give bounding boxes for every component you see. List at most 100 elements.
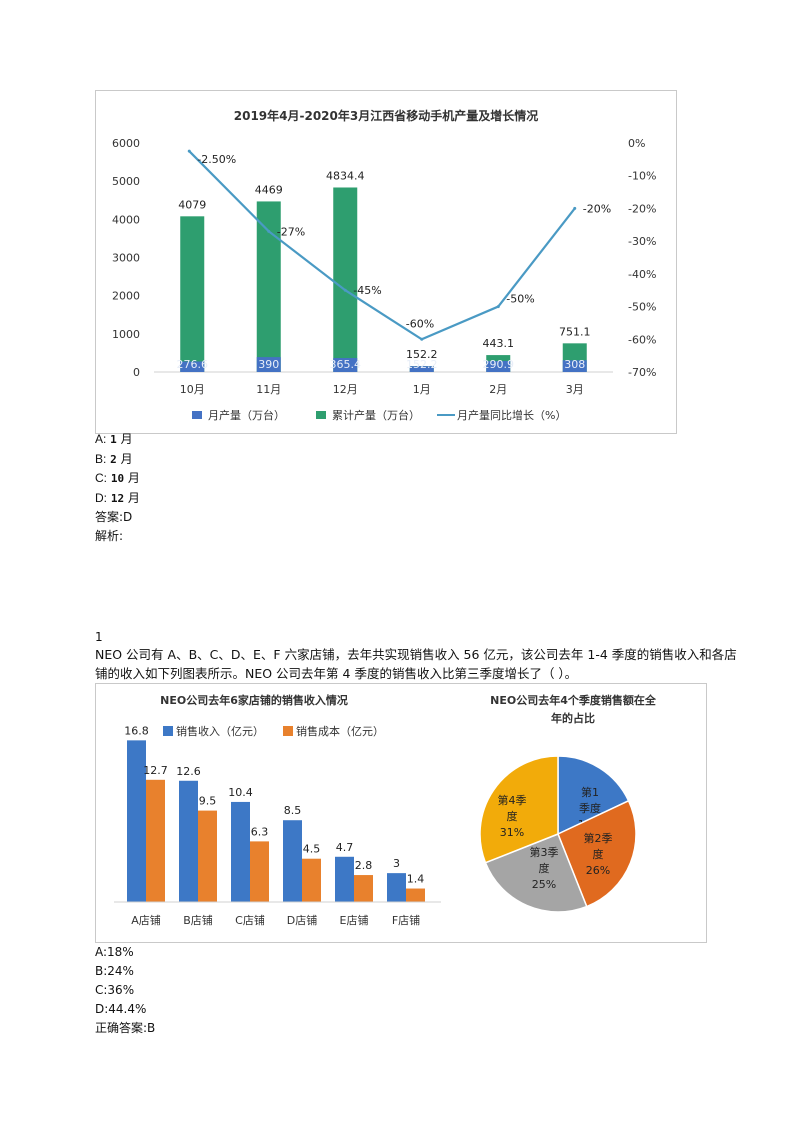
production-chart: 2019年4月-2020年3月江西省移动手机产量及增长情况 0 1000 2000 30… [112, 108, 656, 422]
monthly-bar [256, 357, 281, 372]
cost-bar [354, 875, 373, 902]
x-tick-label: 2月 [489, 383, 507, 396]
pie-slice [479, 755, 559, 864]
monthly-bar [409, 366, 434, 372]
pie-slice-label: 第3季 [530, 845, 559, 859]
neo-charts-figure: NEO公司去年6家店铺的销售收入情况 16.8 12.7 A店铺 12.6 9.5 B店铺 1… [95, 683, 707, 943]
cumulative-value-label: 4834.4 [326, 169, 365, 182]
growth-value-label: -20% [583, 202, 611, 215]
monthly-value-label: 390 [258, 358, 279, 371]
option-letter: A: [95, 432, 107, 446]
revenue-value-label: 16.8 [124, 724, 149, 737]
revenue-value-label: 10.4 [228, 786, 253, 799]
revenue-value-label: 3 [393, 857, 400, 870]
option-a[interactable]: A: 1 月 [95, 431, 133, 448]
option-unit: 月 [127, 471, 140, 485]
y-right-tick-label: -50% [628, 301, 656, 314]
growth-point [187, 149, 191, 153]
option-unit: 月 [120, 452, 133, 466]
legend-swatch [163, 726, 173, 736]
revenue-bar [179, 780, 198, 902]
option-value: 12 [110, 492, 125, 505]
option-letter: D: [95, 491, 107, 505]
monthly-value-label: 308 [564, 358, 585, 371]
option-value: 10 [110, 472, 125, 485]
monthly-value-label: 290.9 [483, 358, 515, 371]
legend-swatch [283, 726, 293, 736]
pie-slice [557, 799, 637, 908]
option-c[interactable]: C:36% [95, 983, 135, 997]
y-right-tick-label: -40% [628, 268, 656, 281]
option-letter: C: [95, 471, 107, 485]
cost-value-label: 9.5 [199, 795, 217, 808]
revenue-bar [387, 873, 406, 902]
y-left-tick-label: 0 [133, 366, 140, 379]
monthly-bar [333, 358, 358, 372]
cost-bar [250, 841, 269, 902]
y-right-tick-label: -60% [628, 333, 656, 346]
neo-charts: NEO公司去年6家店铺的销售收入情况 16.8 12.7 A店铺 12.6 9.5 B店铺 1… [114, 693, 657, 927]
x-tick-label: 10月 [180, 383, 205, 396]
revenue-bar [335, 856, 354, 902]
cumulative-value-label: 152.2 [406, 348, 438, 361]
option-b[interactable]: B: 2 月 [95, 451, 133, 468]
option-c[interactable]: C: 10 月 [95, 470, 140, 487]
pie-chart-title: NEO公司去年4个季度销售额在全 [490, 693, 657, 707]
y-right-tick-label: -20% [628, 202, 656, 215]
cost-bar [198, 810, 217, 902]
cumulative-value-label: 751.1 [559, 325, 591, 338]
monthly-bar [562, 360, 587, 372]
question-text: NEO 公司有 A、B、C、D、E、F 六家店铺，去年共实现销售收入 56 亿元… [95, 647, 737, 681]
growth-line [188, 150, 576, 341]
revenue-value-label: 12.6 [176, 765, 201, 778]
cost-bar [146, 779, 165, 902]
legend-label: 月产量同比增长（%） [457, 408, 566, 422]
cost-bar [406, 888, 425, 902]
monthly-value-label: 276.6 [177, 358, 209, 371]
revenue-value-label: 4.7 [336, 841, 354, 854]
growth-value-label: -50% [506, 293, 534, 306]
pie-slice-label: 度 [539, 861, 550, 875]
pie-slice-label: 度 [507, 809, 518, 823]
growth-point [267, 229, 271, 233]
y-left-tick-label: 3000 [112, 252, 140, 265]
x-tick-label: 3月 [566, 383, 584, 396]
growth-point [573, 206, 577, 210]
pie-slice-label: 度 [593, 847, 604, 861]
legend-swatch [192, 411, 202, 419]
y-right-tick-label: 0% [628, 137, 645, 150]
growth-point [343, 288, 347, 292]
bar-chart-title: NEO公司去年6家店铺的销售收入情况 [160, 693, 348, 707]
x-tick-label: F店铺 [392, 913, 420, 927]
cumulative-value-label: 443.1 [483, 337, 515, 350]
option-value: 2 [110, 453, 117, 466]
cost-value-label: 12.7 [143, 764, 168, 777]
x-tick-label: B店铺 [183, 913, 213, 927]
option-b[interactable]: B:24% [95, 964, 134, 978]
y-left-tick-label: 1000 [112, 328, 140, 341]
legend-swatch [316, 411, 326, 419]
x-tick-label: E店铺 [340, 913, 369, 927]
y-right-tick-label: -70% [628, 366, 656, 379]
legend-label: 销售成本（亿元） [296, 724, 384, 738]
analysis-label: 解析: [95, 529, 124, 543]
growth-value-label: -45% [353, 284, 381, 297]
x-tick-label: 11月 [256, 383, 281, 396]
cost-value-label: 2.8 [355, 859, 373, 872]
growth-value-label: -60% [406, 317, 434, 330]
option-unit: 月 [120, 432, 133, 446]
monthly-bar [180, 361, 205, 372]
growth-point [420, 337, 424, 341]
y-left-tick-label: 4000 [112, 213, 140, 226]
pie-slice-label: 26% [586, 864, 610, 877]
option-d[interactable]: D:44.4% [95, 1002, 147, 1016]
y-left-tick-label: 5000 [112, 175, 140, 188]
option-a[interactable]: A:18% [95, 945, 134, 959]
option-d[interactable]: D: 12 月 [95, 490, 140, 507]
option-letter: B: [95, 452, 107, 466]
x-tick-label: 1月 [413, 383, 431, 396]
y-left-tick-label: 6000 [112, 137, 140, 150]
legend-label: 销售收入（亿元） [176, 724, 264, 738]
chart-title: 2019年4月-2020年3月江西省移动手机产量及增长情况 [234, 108, 538, 123]
answer-text: 答案:D [95, 510, 133, 524]
